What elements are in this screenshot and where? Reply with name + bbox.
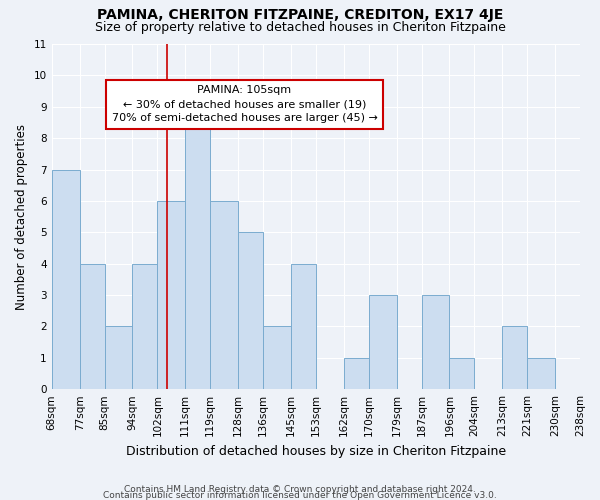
Bar <box>502 326 527 389</box>
Y-axis label: Number of detached properties: Number of detached properties <box>15 124 28 310</box>
Text: PAMINA, CHERITON FITZPAINE, CREDITON, EX17 4JE: PAMINA, CHERITON FITZPAINE, CREDITON, EX… <box>97 8 503 22</box>
Bar <box>157 201 185 389</box>
Bar <box>421 295 449 389</box>
Bar <box>210 201 238 389</box>
Bar <box>104 326 133 389</box>
Bar <box>80 264 104 389</box>
Bar <box>263 326 291 389</box>
Bar <box>185 107 210 389</box>
Text: Contains public sector information licensed under the Open Government Licence v3: Contains public sector information licen… <box>103 490 497 500</box>
X-axis label: Distribution of detached houses by size in Cheriton Fitzpaine: Distribution of detached houses by size … <box>126 444 506 458</box>
Text: PAMINA: 105sqm
← 30% of detached houses are smaller (19)
70% of semi-detached ho: PAMINA: 105sqm ← 30% of detached houses … <box>112 86 377 124</box>
Text: Size of property relative to detached houses in Cheriton Fitzpaine: Size of property relative to detached ho… <box>95 21 505 34</box>
Bar <box>291 264 316 389</box>
Bar <box>344 358 368 389</box>
Bar <box>238 232 263 389</box>
Bar <box>133 264 157 389</box>
Bar <box>52 170 80 389</box>
Bar <box>449 358 475 389</box>
Bar <box>368 295 397 389</box>
Text: Contains HM Land Registry data © Crown copyright and database right 2024.: Contains HM Land Registry data © Crown c… <box>124 484 476 494</box>
Bar <box>527 358 555 389</box>
